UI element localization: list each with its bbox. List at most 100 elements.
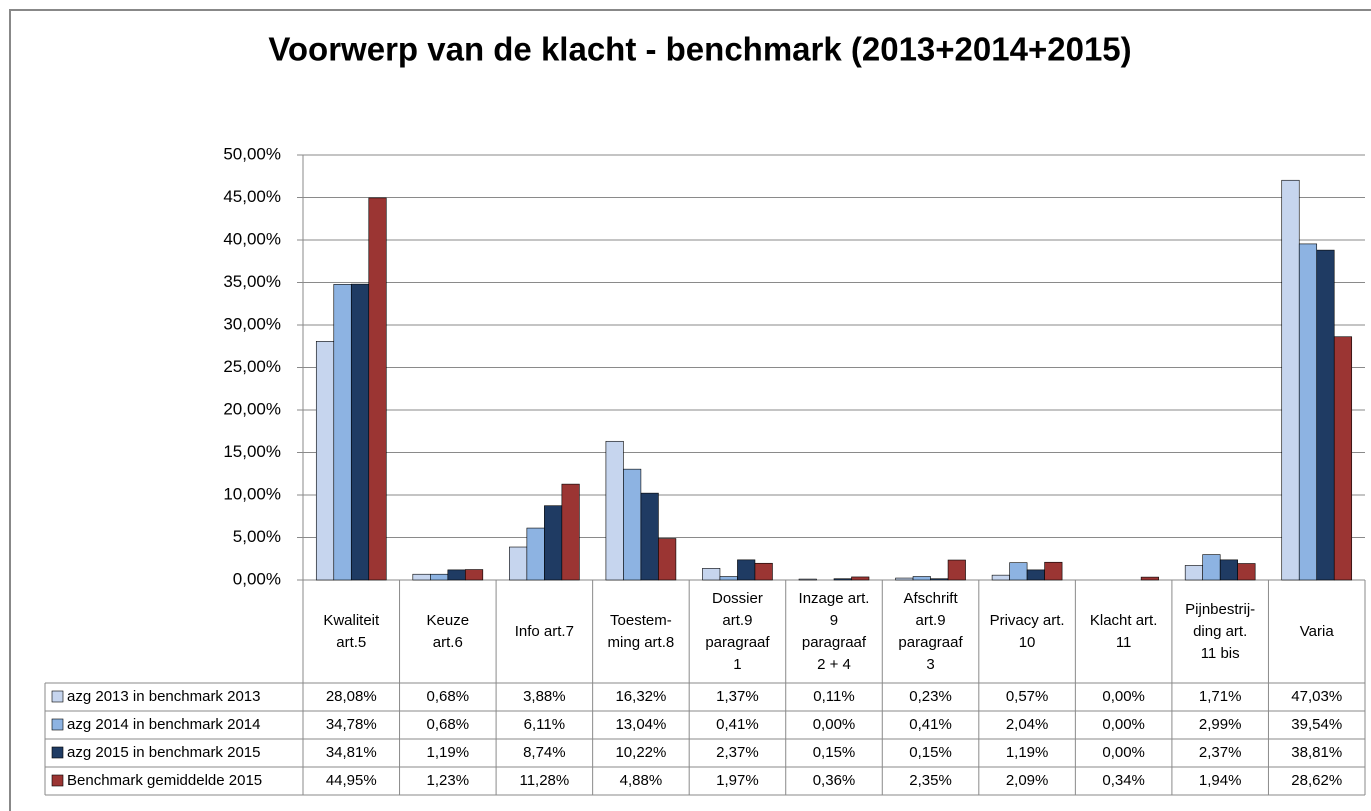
table-value: 0,00% (1102, 716, 1145, 733)
table-value: 0,41% (716, 716, 759, 733)
y-tick-label: 10,00% (223, 484, 281, 503)
table-value: 6,11% (524, 716, 565, 733)
bar (412, 573, 431, 581)
bar (1140, 576, 1159, 581)
bar (895, 577, 914, 581)
bar (947, 559, 966, 581)
x-tick-label-box: Privacy art. 10 (989, 611, 1065, 651)
table-value: 0,68% (427, 688, 470, 705)
table-value: 34,78% (326, 716, 377, 733)
bar (930, 578, 949, 581)
bar (912, 576, 931, 581)
bar (315, 341, 335, 581)
y-tick-label: 30,00% (223, 314, 281, 333)
table-value: 0,57% (1006, 688, 1049, 705)
table-value: 0,15% (909, 744, 952, 761)
y-tick-label: 0,00% (233, 569, 281, 588)
legend-swatch (51, 690, 64, 703)
table-value: 1,94% (1199, 772, 1242, 789)
bar (623, 468, 642, 581)
x-tick-label-box: Pijnbestrij- ding art. 11 bis (1185, 601, 1255, 662)
x-tick-label: Info art.7 (514, 622, 574, 640)
table-value: 2,09% (1006, 772, 1049, 789)
legend-label: azg 2015 in benchmark 2015 (67, 744, 260, 761)
table-value: 28,62% (1291, 772, 1342, 789)
table-value: 1,71% (1199, 688, 1242, 705)
x-tick-label-box: Info art.7 (514, 622, 574, 640)
bar (447, 569, 466, 581)
table-value: 1,23% (427, 772, 470, 789)
table-value: 2,35% (909, 772, 952, 789)
table-value: 1,19% (1006, 744, 1049, 761)
legend-swatch (51, 718, 64, 731)
table-value: 0,11% (813, 688, 854, 705)
bar (561, 483, 580, 581)
table-value: 0,00% (1102, 688, 1145, 705)
table-value: 3,88% (523, 688, 566, 705)
table-value: 0,15% (813, 744, 856, 761)
bar (1219, 559, 1238, 581)
bar (1237, 563, 1256, 581)
legend-swatch (51, 746, 64, 759)
bar (350, 283, 370, 581)
table-value: 13,04% (615, 716, 666, 733)
bar (1009, 562, 1028, 581)
table-value: 38,81% (1291, 744, 1342, 761)
bar (658, 538, 677, 581)
bar (1316, 249, 1335, 581)
bar (509, 546, 528, 581)
y-tick-label: 40,00% (223, 229, 281, 248)
table-value: 2,99% (1199, 716, 1242, 733)
table-value: 0,00% (813, 716, 856, 733)
x-tick-label: Keuze art.6 (426, 611, 470, 651)
x-tick-label: Kwaliteit art.5 (323, 611, 380, 651)
table-value: 2,37% (716, 744, 759, 761)
x-tick-label: Klacht art. 11 (1089, 611, 1158, 651)
x-tick-label-box: Varia (1299, 622, 1334, 640)
y-tick-label: 35,00% (223, 272, 281, 291)
y-tick-label: 15,00% (223, 442, 281, 461)
table-value: 2,04% (1006, 716, 1049, 733)
table-value: 1,19% (427, 744, 470, 761)
x-tick-label-box: Keuze art.6 (426, 611, 470, 651)
table-value: 16,32% (615, 688, 666, 705)
x-tick-label: Privacy art. 10 (989, 611, 1065, 651)
table-value: 1,97% (716, 772, 759, 789)
table-value: 2,37% (1199, 744, 1242, 761)
bar (737, 559, 756, 581)
x-tick-label-box: Inzage art. 9 paragraaf 2 + 4 (799, 590, 870, 673)
chart-frame (9, 9, 1371, 811)
bar (1298, 243, 1318, 581)
legend-label: azg 2013 in benchmark 2013 (67, 688, 260, 705)
table-value: 44,95% (326, 772, 377, 789)
x-tick-label-box: Kwaliteit art.5 (323, 611, 380, 651)
table-value: 1,37% (716, 688, 759, 705)
bar (1044, 561, 1063, 581)
bar (851, 576, 870, 581)
table-value: 11,28% (519, 772, 569, 789)
table-value: 0,23% (909, 688, 952, 705)
bar (798, 578, 817, 581)
bar (640, 492, 659, 581)
table-value: 39,54% (1291, 716, 1342, 733)
bar (1184, 565, 1203, 581)
x-tick-label: Varia (1299, 622, 1334, 640)
bar (1333, 336, 1353, 581)
table-value: 0,41% (909, 716, 952, 733)
bar (1026, 569, 1045, 581)
table-value: 10,22% (615, 744, 666, 761)
x-tick-label-box: Dossier art.9 paragraaf 1 (705, 590, 769, 673)
legend-swatch (51, 774, 64, 787)
bar (719, 576, 738, 581)
bar (1202, 554, 1221, 581)
x-tick-label: Afschrift art.9 paragraaf 3 (898, 589, 963, 673)
table-value: 0,68% (427, 716, 470, 733)
bar (465, 569, 484, 581)
bar (526, 527, 545, 581)
chart-title: Voorwerp van de klacht - benchmark (2013… (268, 31, 1131, 68)
table-value: 34,81% (326, 744, 377, 761)
bar (368, 197, 387, 581)
bar (333, 284, 352, 581)
